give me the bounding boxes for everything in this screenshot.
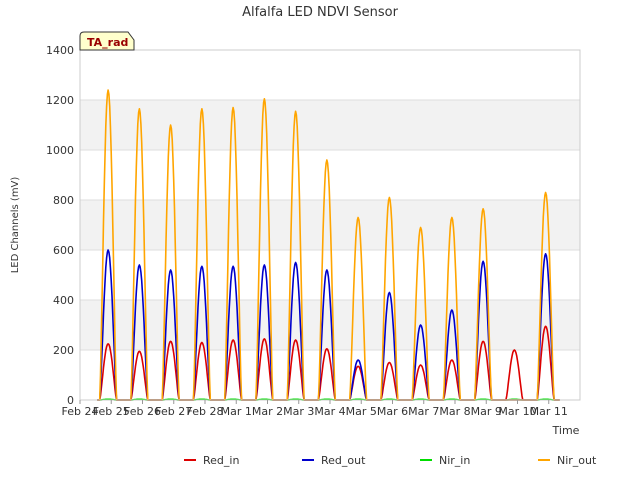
series-line-red-in [97,325,560,401]
x-tick-label: Mar 8 [439,405,470,418]
x-tick-label: Mar 1 [221,405,252,418]
series-line-red-out [97,249,560,401]
legend: Red_in Red_out Nir_in Nir_out [184,454,597,467]
x-tick-label: Mar 7 [408,405,439,418]
site-label-box [79,31,135,51]
x-tick-label: Mar 4 [314,405,345,418]
series-line-nir-out [97,89,560,401]
legend-label: Red_in [203,454,239,467]
y-tick-label: 200 [53,344,74,357]
site-label-text: TA_rad [87,36,128,49]
x-tick-label: Mar 10 [498,405,536,418]
series-layer [97,89,560,401]
series-red-in [97,325,560,401]
y-tick-label: 400 [53,294,74,307]
series-red-out [97,249,560,401]
legend-label: Red_out [321,454,366,467]
x-tick-label: Mar 9 [471,405,502,418]
x-tick-label: Feb 26 [124,405,161,418]
chart-title: Alfalfa LED NDVI Sensor [242,5,399,20]
x-tick-label: Feb 27 [155,405,192,418]
series-nir-in [97,398,560,401]
x-tick-label: Mar 5 [346,405,377,418]
plot-band [80,100,580,150]
series-line-nir-in [97,398,560,401]
x-tick-label: Feb 24 [62,405,99,418]
y-tick-label: 1400 [46,44,74,57]
x-tick-label: Mar 6 [377,405,408,418]
y-tick-label: 600 [53,244,74,257]
y-tick-label: 1200 [46,94,74,107]
x-axis-label: Time [552,424,580,437]
y-tick-label: 1000 [46,144,74,157]
y-tick-label: 0 [67,394,74,407]
legend-item: Red_in [184,454,239,467]
x-tick-label: Mar 3 [283,405,314,418]
plot-bands [80,100,580,350]
legend-label: Nir_out [557,454,597,467]
site-label-badge: TA_rad [79,31,135,51]
x-tick-label: Mar 2 [252,405,283,418]
series-nir-out [97,89,560,401]
x-tick-label: Feb 28 [187,405,224,418]
y-axis-label: LED Channels (mV) [10,177,21,274]
x-tick-label: Feb 25 [93,405,130,418]
x-tick-label: Mar 11 [530,405,568,418]
y-tick-label: 800 [53,194,74,207]
legend-item: Red_out [302,454,366,467]
legend-label: Nir_in [439,454,470,467]
legend-item: Nir_in [420,454,470,467]
y-axis-ticks: 0 200 400 600 800 1000 1200 1400 [46,44,74,407]
legend-item: Nir_out [538,454,597,467]
